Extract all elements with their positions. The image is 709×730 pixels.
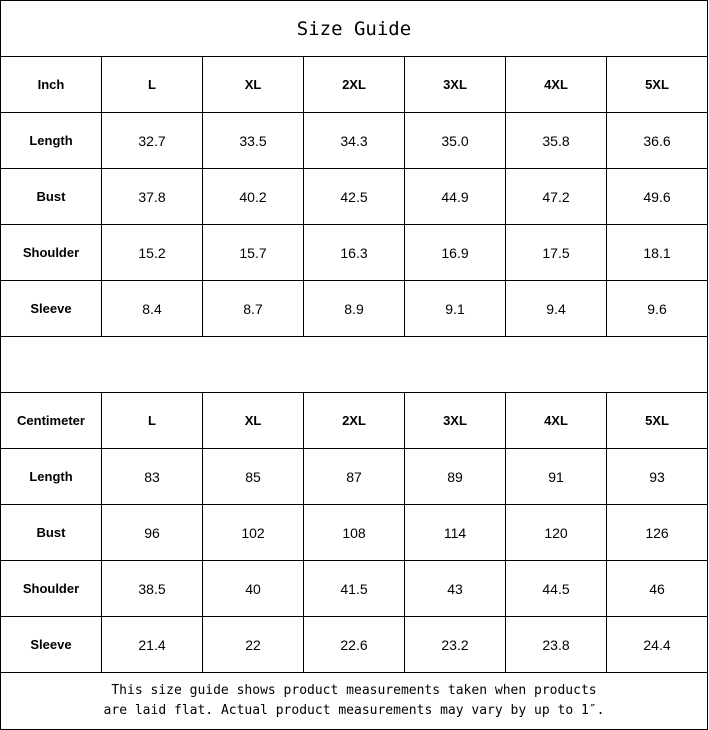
measurement-value: 34.3	[303, 112, 405, 169]
unit-label: Centimeter	[0, 392, 102, 449]
measurement-value: 114	[404, 504, 506, 561]
measurement-label: Bust	[0, 504, 102, 561]
measurement-value: 46	[606, 560, 708, 617]
table-row: Sleeve 21.4 22 22.6 23.2 23.8 24.4	[0, 616, 708, 673]
measurement-value: 38.5	[101, 560, 203, 617]
measurement-value: 8.9	[303, 280, 405, 337]
measurement-value: 96	[101, 504, 203, 561]
size-header: XL	[202, 392, 304, 449]
size-header: XL	[202, 56, 304, 113]
size-header: 2XL	[303, 56, 405, 113]
measurement-value: 108	[303, 504, 405, 561]
measurement-value: 17.5	[505, 224, 607, 281]
measurement-value: 36.6	[606, 112, 708, 169]
measurement-value: 33.5	[202, 112, 304, 169]
size-header: 5XL	[606, 392, 708, 449]
centimeter-header-row: Centimeter L XL 2XL 3XL 4XL 5XL	[0, 392, 708, 449]
measurement-value: 120	[505, 504, 607, 561]
measurement-label: Length	[0, 112, 102, 169]
measurement-value: 44.5	[505, 560, 607, 617]
measurement-value: 35.0	[404, 112, 506, 169]
size-header: 5XL	[606, 56, 708, 113]
measurement-value: 22.6	[303, 616, 405, 673]
measurement-value: 44.9	[404, 168, 506, 225]
measurement-value: 32.7	[101, 112, 203, 169]
measurement-value: 91	[505, 448, 607, 505]
measurement-value: 41.5	[303, 560, 405, 617]
measurement-label: Length	[0, 448, 102, 505]
measurement-label: Bust	[0, 168, 102, 225]
table-row: Length 32.7 33.5 34.3 35.0 35.8 36.6	[0, 112, 708, 169]
measurement-value: 8.7	[202, 280, 304, 337]
measurement-value: 16.3	[303, 224, 405, 281]
table-row: Sleeve 8.4 8.7 8.9 9.1 9.4 9.6	[0, 280, 708, 337]
measurement-value: 83	[101, 448, 203, 505]
size-header: 2XL	[303, 392, 405, 449]
size-header: 3XL	[404, 56, 506, 113]
measurement-label: Shoulder	[0, 560, 102, 617]
measurement-value: 37.8	[101, 168, 203, 225]
table-row: Bust 37.8 40.2 42.5 44.9 47.2 49.6	[0, 168, 708, 225]
footer-line-2: are laid flat. Actual product measuremen…	[103, 703, 605, 718]
measurement-value: 89	[404, 448, 506, 505]
measurement-value: 18.1	[606, 224, 708, 281]
measurement-value: 9.6	[606, 280, 708, 337]
size-header: 3XL	[404, 392, 506, 449]
measurement-value: 23.2	[404, 616, 506, 673]
measurement-value: 42.5	[303, 168, 405, 225]
measurement-value: 40.2	[202, 168, 304, 225]
inch-header-row: Inch L XL 2XL 3XL 4XL 5XL	[0, 56, 708, 113]
measurement-value: 21.4	[101, 616, 203, 673]
measurement-value: 9.4	[505, 280, 607, 337]
spacer-row	[0, 336, 708, 393]
measurement-value: 85	[202, 448, 304, 505]
measurement-value: 22	[202, 616, 304, 673]
table-row: Shoulder 15.2 15.7 16.3 16.9 17.5 18.1	[0, 224, 708, 281]
measurement-value: 15.2	[101, 224, 203, 281]
measurement-label: Sleeve	[0, 616, 102, 673]
measurement-value: 43	[404, 560, 506, 617]
size-header: 4XL	[505, 392, 607, 449]
measurement-value: 93	[606, 448, 708, 505]
title-row: Size Guide	[0, 0, 708, 57]
measurement-label: Sleeve	[0, 280, 102, 337]
measurement-value: 126	[606, 504, 708, 561]
measurement-value: 9.1	[404, 280, 506, 337]
table-row: Bust 96 102 108 114 120 126	[0, 504, 708, 561]
size-header: L	[101, 392, 203, 449]
footer-line-1: This size guide shows product measuremen…	[111, 683, 597, 698]
measurement-value: 47.2	[505, 168, 607, 225]
measurement-value: 23.8	[505, 616, 607, 673]
measurement-value: 16.9	[404, 224, 506, 281]
spacer-cell	[0, 336, 708, 393]
footer-note: This size guide shows product measuremen…	[0, 672, 708, 730]
measurement-value: 24.4	[606, 616, 708, 673]
table-row: Length 83 85 87 89 91 93	[0, 448, 708, 505]
page-title: Size Guide	[0, 0, 708, 57]
measurement-value: 40	[202, 560, 304, 617]
size-header: L	[101, 56, 203, 113]
measurement-value: 102	[202, 504, 304, 561]
measurement-label: Shoulder	[0, 224, 102, 281]
measurement-value: 87	[303, 448, 405, 505]
footer-row: This size guide shows product measuremen…	[0, 672, 708, 730]
unit-label: Inch	[0, 56, 102, 113]
measurement-value: 49.6	[606, 168, 708, 225]
table-row: Shoulder 38.5 40 41.5 43 44.5 46	[0, 560, 708, 617]
measurement-value: 35.8	[505, 112, 607, 169]
measurement-value: 15.7	[202, 224, 304, 281]
size-header: 4XL	[505, 56, 607, 113]
measurement-value: 8.4	[101, 280, 203, 337]
